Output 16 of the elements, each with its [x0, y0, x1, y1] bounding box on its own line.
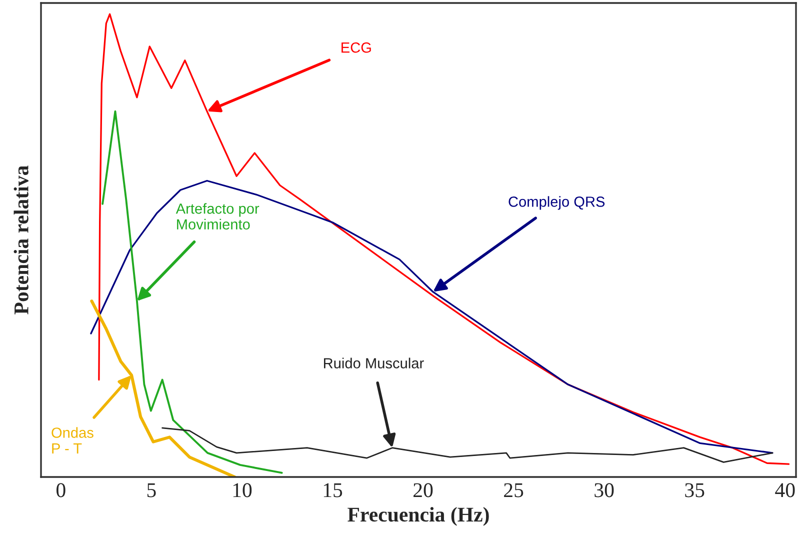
x-tick-label: 0	[56, 483, 66, 498]
text: Ondas P - T	[52, 427, 94, 454]
text: Artefacto por Movimiento	[176, 203, 260, 230]
text: ECG	[342, 42, 371, 53]
x-tick-label: 25	[504, 483, 524, 498]
x-tick-label: 10	[233, 483, 252, 498]
x-tick-label: 35	[685, 483, 704, 498]
y-axis-title: Potencia relativa	[14, 166, 28, 314]
x-axis-title: Frecuencia (Hz)	[348, 507, 489, 526]
text: Ruido Muscular	[324, 358, 424, 368]
x-tick-label: 20	[414, 483, 433, 498]
x-tick-label: 5	[147, 483, 156, 498]
x-tick-label: 15	[324, 483, 342, 498]
text: Complejo QRS	[508, 196, 605, 210]
x-tick-label: 30	[594, 483, 614, 498]
x-tick-label: 40	[775, 483, 795, 498]
